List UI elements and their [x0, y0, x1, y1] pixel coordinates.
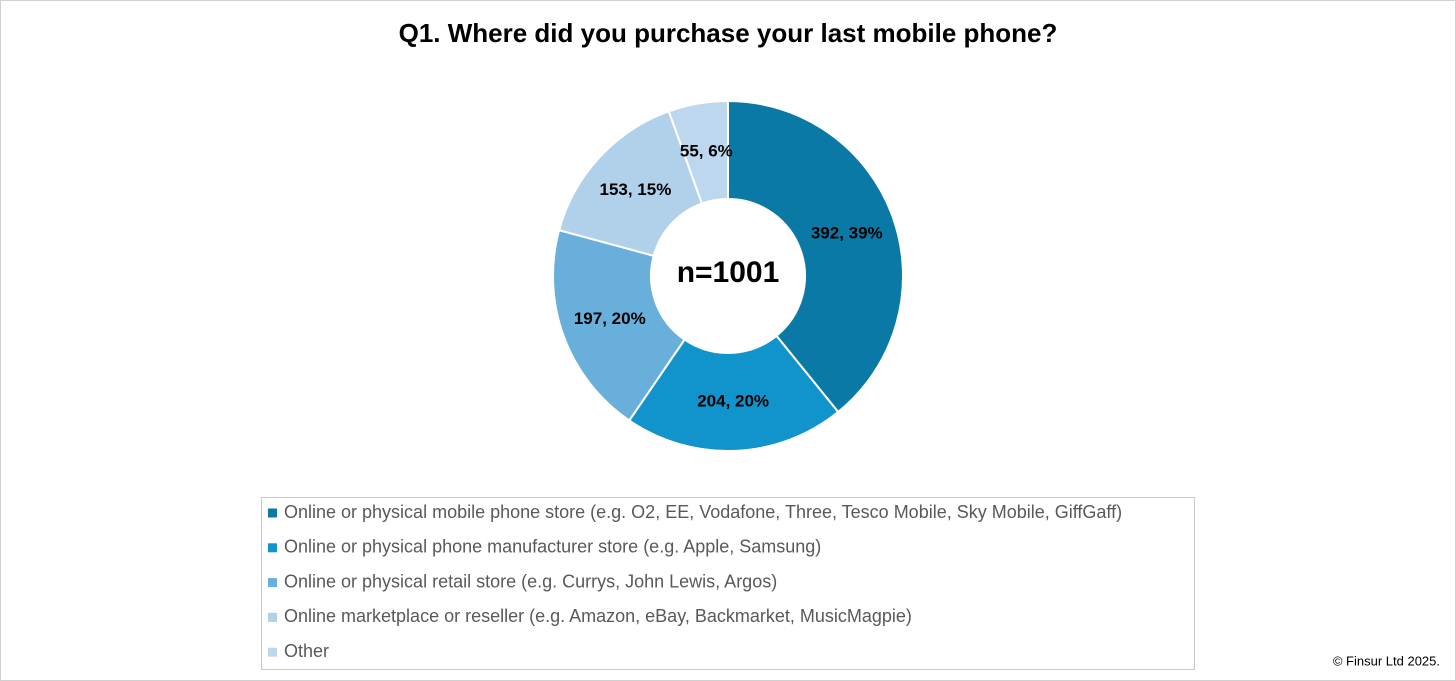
legend-marker — [268, 647, 277, 657]
data-label: 153, 15% — [599, 180, 671, 199]
legend-label: Online or physical phone manufacturer st… — [284, 537, 821, 557]
legend-label: Online or physical retail store (e.g. Cu… — [284, 571, 777, 591]
legend-marker — [268, 543, 277, 553]
legend-marker — [268, 578, 277, 588]
donut-slice — [627, 334, 840, 452]
legend-label: Online or physical mobile phone store (e… — [284, 502, 1122, 522]
data-label: 55, 6% — [680, 141, 733, 160]
donut-slice — [727, 99, 904, 414]
center-label: n=1001 — [677, 256, 780, 289]
legend-label: Online marketplace or reseller (e.g. Ama… — [284, 606, 912, 626]
data-label: 204, 20% — [697, 391, 769, 410]
data-label: 197, 20% — [574, 309, 646, 328]
donut-slice — [552, 228, 686, 422]
footer: © Finsur Ltd 2025. — [1333, 653, 1440, 668]
legend-box — [261, 497, 1195, 670]
legend-marker — [268, 508, 277, 518]
donut-slice — [667, 99, 729, 205]
legend-marker — [268, 612, 277, 622]
data-label: 392, 39% — [811, 223, 883, 242]
legend-label: Other — [284, 641, 329, 661]
chart-title: Q1. Where did you purchase your last mob… — [399, 18, 1058, 48]
donut-slice — [557, 110, 704, 258]
